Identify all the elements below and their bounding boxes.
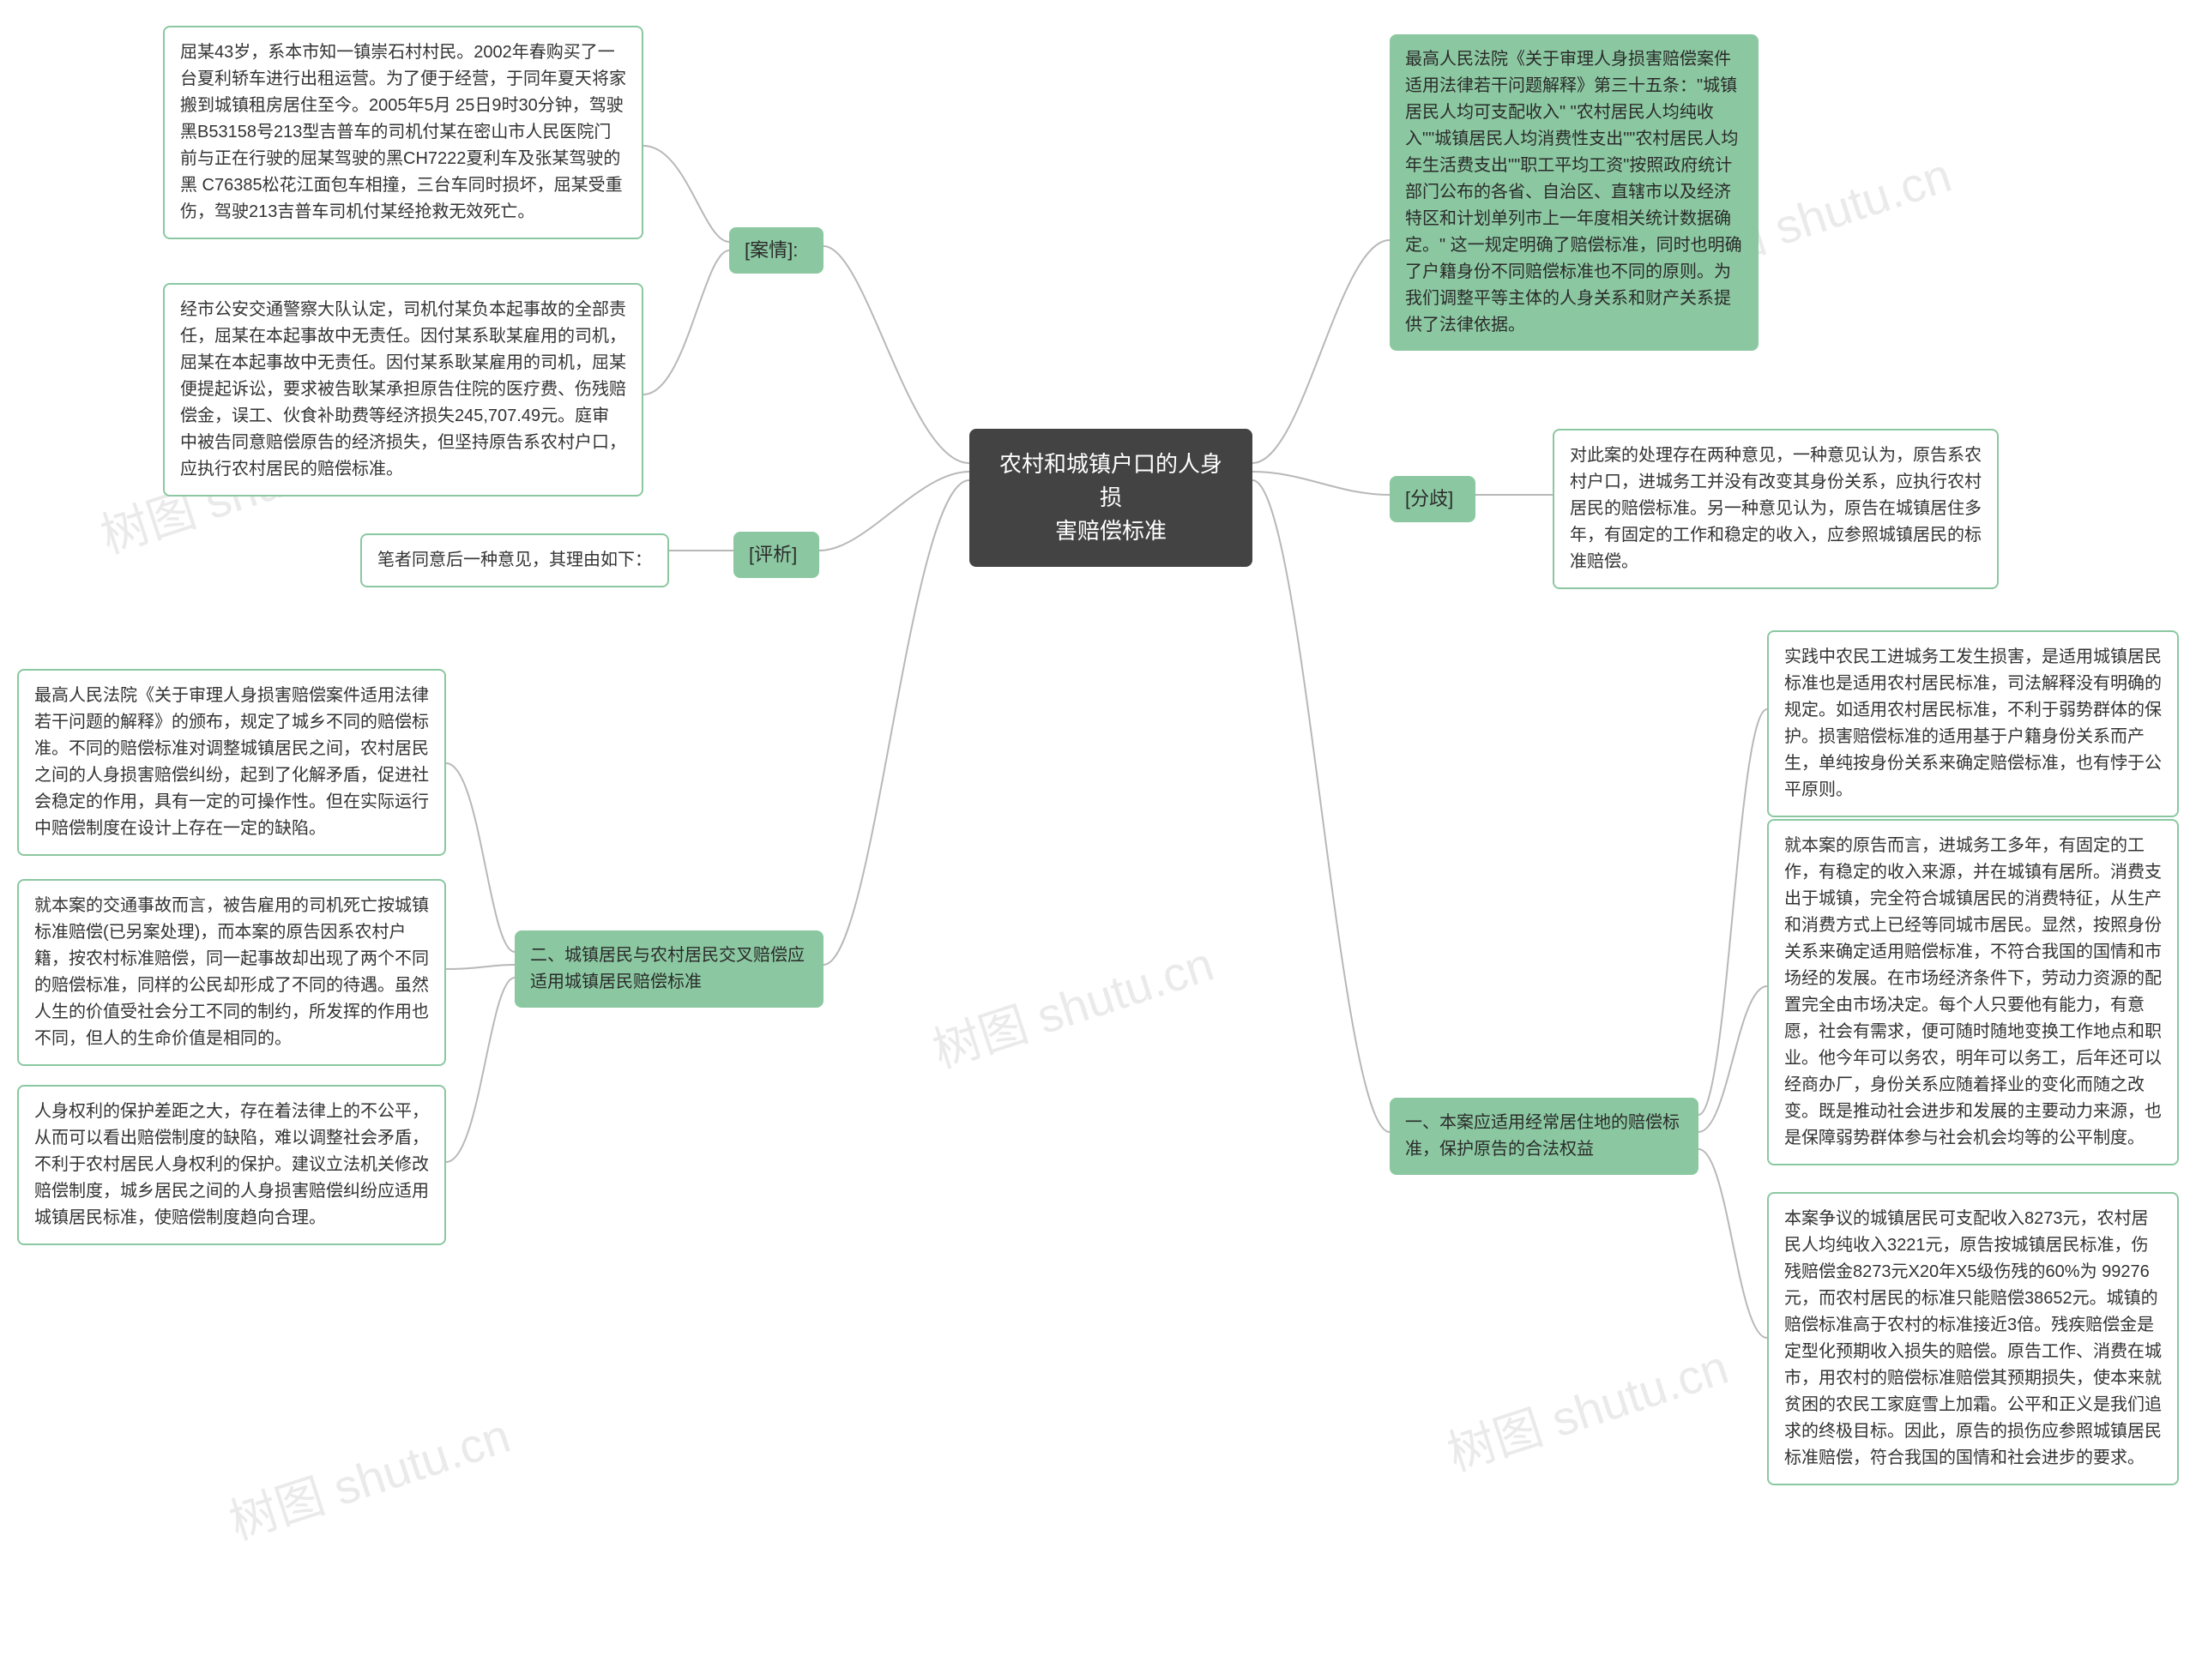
section2-label: 二、城镇居民与农村居民交叉赔偿应适用城镇居民赔偿标准 bbox=[515, 930, 824, 1008]
section1-label: 一、本案应适用经常居住地的赔偿标准，保护原告的合法权益 bbox=[1390, 1098, 1698, 1175]
dispute-label: [分歧] bbox=[1390, 476, 1475, 522]
analysis-label: [评析] bbox=[733, 532, 819, 578]
case-label: [案情]: bbox=[729, 227, 824, 274]
center-node: 农村和城镇户口的人身损害赔偿标准 bbox=[969, 429, 1252, 567]
mindmap-canvas: 树图 shutu.cn 树图 shutu.cn 树图 shutu.cn 树图 s… bbox=[0, 0, 2196, 1680]
law-leaf: 最高人民法院《关于审理人身损害赔偿案件适用法律若干问题解释》第三十五条："城镇居… bbox=[1390, 34, 1759, 351]
section2-leaf-b: 就本案的交通事故而言，被告雇用的司机死亡按城镇标准赔偿(已另案处理)，而本案的原… bbox=[17, 879, 446, 1066]
case-leaf-2: 经市公安交通警察大队认定，司机付某负本起事故的全部责任，屈某在本起事故中无责任。… bbox=[163, 283, 643, 497]
section1-leaf-b: 就本案的原告而言，进城务工多年，有固定的工作，有稳定的收入来源，并在城镇有居所。… bbox=[1767, 819, 2179, 1165]
watermark: 树图 shutu.cn bbox=[220, 1398, 518, 1554]
dispute-leaf-1: 对此案的处理存在两种意见，一种意见认为，原告系农村户口，进城务工并没有改变其身份… bbox=[1553, 429, 1999, 589]
section1-leaf-c: 本案争议的城镇居民可支配收入8273元，农村居民人均纯收入3221元，原告按城镇… bbox=[1767, 1192, 2179, 1485]
analysis-leaf-1: 笔者同意后一种意见，其理由如下： bbox=[360, 533, 669, 587]
section2-leaf-c: 人身权利的保护差距之大，存在着法律上的不公平，从而可以看出赔偿制度的缺陷，难以调… bbox=[17, 1085, 446, 1245]
watermark: 树图 shutu.cn bbox=[1438, 1329, 1736, 1485]
section1-leaf-a: 实践中农民工进城务工发生损害，是适用城镇居民标准也是适用农村居民标准，司法解释没… bbox=[1767, 630, 2179, 817]
case-leaf-1: 屈某43岁，系本市知一镇崇石村村民。2002年春购买了一台夏利轿车进行出租运营。… bbox=[163, 26, 643, 239]
section2-leaf-a: 最高人民法院《关于审理人身损害赔偿案件适用法律若干问题的解释》的颁布，规定了城乡… bbox=[17, 669, 446, 856]
watermark: 树图 shutu.cn bbox=[923, 926, 1222, 1082]
